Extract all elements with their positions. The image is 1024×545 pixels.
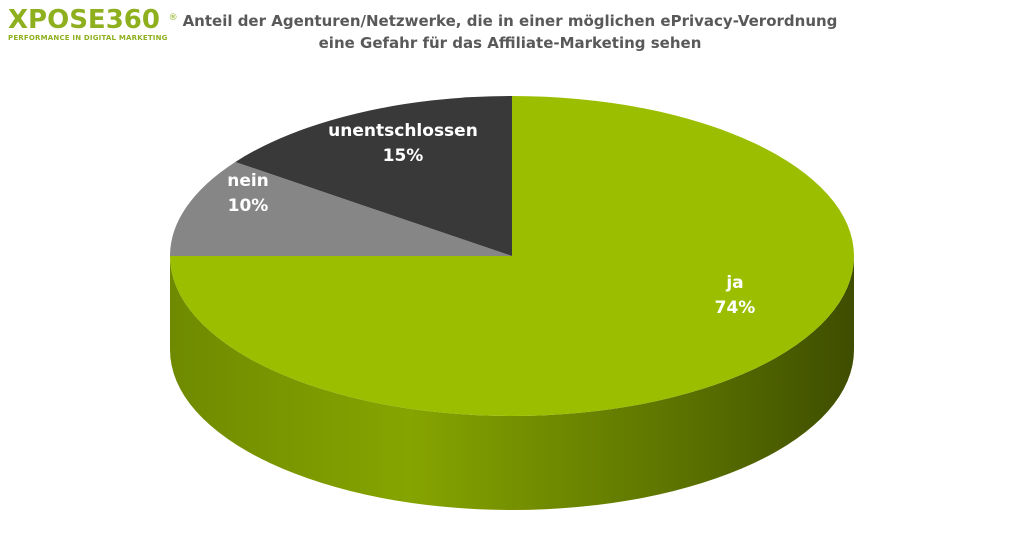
- pie-label-layer: ja 74% nein 10% unentschlossen 15%: [227, 121, 755, 318]
- logo-name: XPOSE360: [8, 5, 160, 35]
- slice-side-ja: [170, 256, 854, 510]
- logo-wordmark: XPOSE360 ®: [8, 5, 178, 35]
- slice-unentschlossen: [235, 96, 512, 256]
- chart-title-line-2: eine Gefahr für das Affiliate-Marketing …: [318, 34, 702, 52]
- logo-tagline: PERFORMANCE IN DIGITAL MARKETING: [8, 34, 168, 42]
- chart-title-line-1: Anteil der Agenturen/Netzwerke, die in e…: [182, 12, 838, 30]
- data-label-value-nein: 10%: [228, 196, 269, 216]
- slice-nein: [170, 161, 512, 256]
- data-label-value-ja: 74%: [715, 298, 756, 318]
- pie-side-layer: [170, 256, 854, 510]
- data-label-name-ja: ja: [725, 273, 743, 293]
- data-label-name-nein: nein: [227, 171, 269, 191]
- logo: XPOSE360 ® PERFORMANCE IN DIGITAL MARKETI…: [8, 5, 178, 42]
- chart-title: Anteil der Agenturen/Netzwerke, die in e…: [170, 10, 850, 54]
- data-label-name-unentschlossen: unentschlossen: [328, 121, 478, 141]
- data-label-value-unentschlossen: 15%: [383, 146, 424, 166]
- logo-registered-mark: ®: [168, 13, 178, 23]
- pie-top-layer: [170, 96, 854, 416]
